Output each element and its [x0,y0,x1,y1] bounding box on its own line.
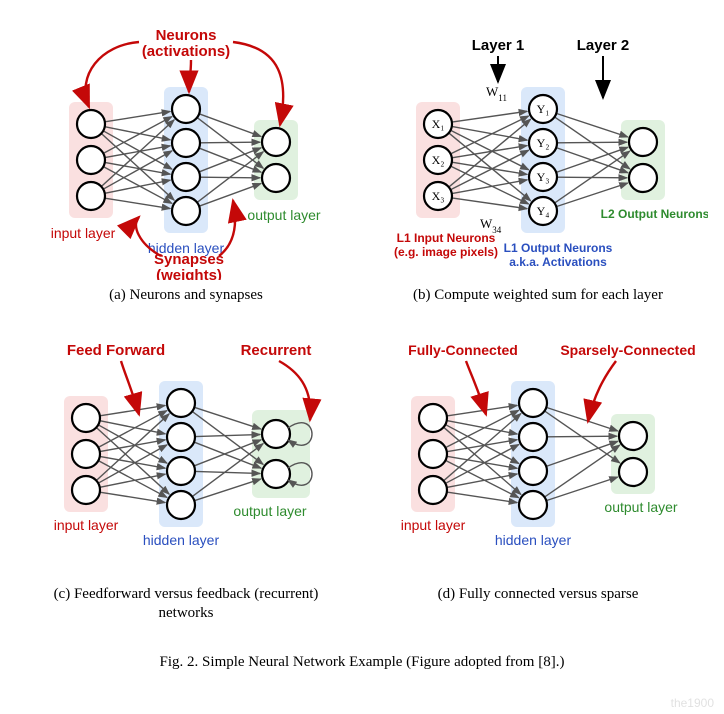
svg-text:Sparsely-Connected: Sparsely-Connected [560,342,695,358]
panel-a-svg: input layerhidden layeroutput layerNeuro… [21,20,351,280]
svg-text:input layer: input layer [401,517,466,533]
svg-text:hidden layer: hidden layer [143,532,220,548]
panel-c-svg: input layer hidden layer output layer Feed … [21,329,351,579]
svg-text:Y₂: Y₂ [537,136,550,150]
svg-text:input layer: input layer [51,225,116,241]
svg-text:X₂: X₂ [432,153,445,167]
svg-text:Neurons: Neurons [156,27,217,44]
svg-text:W11: W11 [486,84,507,103]
panel-a-caption: (a) Neurons and synapses [15,280,357,319]
svg-text:L1 Input Neurons: L1 Input Neurons [397,231,496,245]
svg-text:L2 Output Neurons: L2 Output Neurons [601,207,708,221]
panel-d-caption: (d) Fully connected versus sparse [367,579,709,618]
svg-text:Y₃: Y₃ [537,170,550,184]
svg-text:Synapses: Synapses [154,251,224,268]
svg-text:X₃: X₃ [432,189,445,203]
svg-text:(weights): (weights) [156,267,222,280]
panel-a: input layerhidden layeroutput layerNeuro… [15,20,357,319]
svg-text:output layer: output layer [247,207,320,223]
svg-text:(activations): (activations) [142,43,230,60]
panel-b: X₁X₂X₃Y₁Y₂Y₃Y₄Layer 1Layer 2W11W34L1 Inp… [367,20,709,319]
svg-text:output layer: output layer [604,499,677,515]
panel-c: input layer hidden layer output layer Feed … [15,329,357,637]
svg-text:output layer: output layer [233,503,306,519]
panel-c-caption: (c) Feedforward versus feedback (recurre… [15,579,357,637]
svg-text:input layer: input layer [54,517,119,533]
svg-text:Recurrent: Recurrent [241,342,312,359]
svg-text:a.k.a. Activations: a.k.a. Activations [509,255,607,269]
svg-text:Layer 2: Layer 2 [577,37,630,54]
panel-b-caption: (b) Compute weighted sum for each layer [367,280,709,319]
svg-text:Y₄: Y₄ [537,204,550,218]
panel-d-svg: input layer hidden layer output layer Fully… [368,329,708,579]
watermark: the1900 [671,696,714,710]
svg-text:Feed Forward: Feed Forward [67,342,165,359]
panel-b-svg: X₁X₂X₃Y₁Y₂Y₃Y₄Layer 1Layer 2W11W34L1 Inp… [368,20,708,280]
svg-text:(e.g. image pixels): (e.g. image pixels) [394,245,498,259]
figure-caption: Fig. 2. Simple Neural Network Example (F… [15,636,709,671]
svg-text:hidden layer: hidden layer [495,532,572,548]
panel-d: input layer hidden layer output layer Fully… [367,329,709,637]
svg-text:Y₁: Y₁ [537,102,550,116]
svg-text:Fully-Connected: Fully-Connected [408,342,518,358]
svg-text:X₁: X₁ [432,117,445,131]
svg-text:L1 Output Neurons: L1 Output Neurons [504,241,613,255]
svg-text:Layer 1: Layer 1 [472,37,525,54]
